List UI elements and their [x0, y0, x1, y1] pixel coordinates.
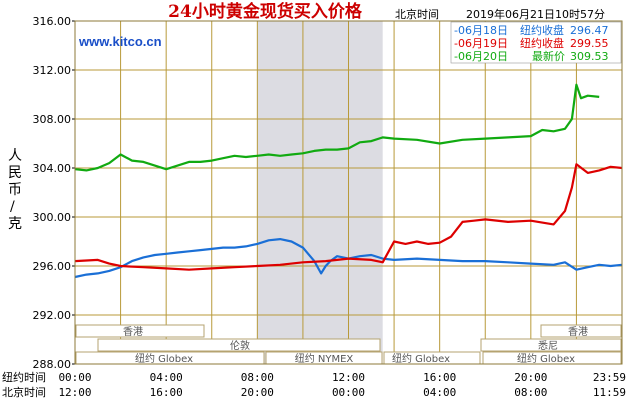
site-watermark: www.kitco.cn: [78, 34, 162, 49]
y-title-char-3: 币: [8, 182, 22, 198]
bj-time-tick: 20:00: [241, 386, 274, 399]
nymex-shaded-region: [257, 21, 383, 364]
timestamp: 2019年06月21日10时57分: [466, 7, 605, 21]
market-ny-globex-left: 纽约 Globex: [135, 352, 193, 365]
legend-jun18-desc: 纽约收盘: [520, 23, 564, 37]
beijing-time-label: 北京时间: [395, 7, 439, 21]
legend-jun20-label: -06月20日: [454, 50, 508, 63]
ny-time-tick: 16:00: [423, 371, 456, 384]
legend: -06月18日 纽约收盘 296.47 -06月19日 纽约收盘 299.55 …: [450, 21, 622, 64]
legend-jun18-value: 296.47: [570, 24, 609, 37]
y-title-char-4: /: [10, 199, 15, 215]
ny-time-tick: 20:00: [514, 371, 547, 384]
market-hongkong-left: 香港: [123, 326, 143, 338]
market-sessions: 香港 伦敦 纽约 Globex 纽约 NYMEX 悉尼 纽约 Globex 香港…: [75, 324, 622, 365]
price-lines: [74, 83, 623, 279]
ny-time-tick: 23:59: [593, 371, 626, 384]
y-tick-label: 288.00: [33, 358, 72, 371]
legend-jun18-label: -06月18日: [454, 24, 508, 37]
y-tick-label: 316.00: [33, 15, 72, 28]
bj-time-tick: 00:00: [332, 386, 365, 399]
bj-time-tick: 04:00: [423, 386, 456, 399]
y-tick-label: 304.00: [33, 162, 72, 175]
y-axis-title: 人 民 币 / 克: [8, 148, 22, 232]
chart-title: 24小时黄金现货买入价格: [168, 1, 363, 22]
ny-time-tick: 04:00: [150, 371, 183, 384]
legend-jun19-label: -06月19日: [454, 37, 508, 50]
legend-jun19-value: 299.55: [570, 37, 609, 50]
ny-time-tick: 08:00: [241, 371, 274, 384]
market-box-sydney-mid: [480, 338, 622, 352]
legend-box: [450, 21, 622, 64]
plot-frame: [74, 20, 623, 365]
bj-time-row-label: 北京时间: [2, 385, 46, 399]
market-box-london: [97, 338, 381, 352]
y-tick-label: 312.00: [33, 64, 72, 77]
bj-time-tick: 16:00: [150, 386, 183, 399]
market-ny-globex-right: 纽约 Globex: [517, 352, 575, 365]
y-title-char-5: 克: [8, 216, 22, 232]
series-jun19-line: [74, 163, 623, 271]
ny-time-tick: 00:00: [58, 371, 91, 384]
series-jun20-line: [74, 83, 600, 172]
legend-jun19-desc: 纽约收盘: [520, 36, 564, 50]
x-tick-labels: 00:00 04:00 08:00 12:00 16:00 20:00 23:59 12:00…: [58, 371, 626, 399]
bj-time-tick: 11:59: [593, 386, 626, 399]
y-title-char-2: 民: [8, 165, 22, 181]
bj-time-tick: 08:00: [514, 386, 547, 399]
legend-jun20-value: 309.53: [570, 50, 609, 63]
market-ny-globex-mid: 纽约 Globex: [392, 352, 450, 365]
y-tick-label: 300.00: [33, 211, 72, 224]
bj-time-tick: 12:00: [58, 386, 91, 399]
legend-jun20-desc: 最新价: [532, 49, 565, 63]
y-tick-label: 292.00: [33, 309, 72, 322]
y-tick-label: 308.00: [33, 113, 72, 126]
y-tick-labels: 316.00 312.00 308.00 304.00 300.00 296.00 292.…: [33, 15, 75, 371]
market-london: 伦敦: [230, 339, 250, 352]
series-jun18-line: [74, 238, 623, 279]
market-box-hongkong-right: [540, 324, 622, 338]
market-box-hongkong-left: [75, 324, 205, 338]
y-title-char-1: 人: [8, 148, 22, 164]
ny-time-row-label: 纽约时间: [2, 370, 46, 384]
market-sydney-mid: 悉尼: [538, 340, 558, 352]
ny-time-tick: 12:00: [332, 371, 365, 384]
market-ny-nymex: 纽约 NYMEX: [295, 352, 354, 365]
y-tick-label: 296.00: [33, 260, 72, 273]
market-hongkong-right: 香港: [568, 326, 588, 338]
